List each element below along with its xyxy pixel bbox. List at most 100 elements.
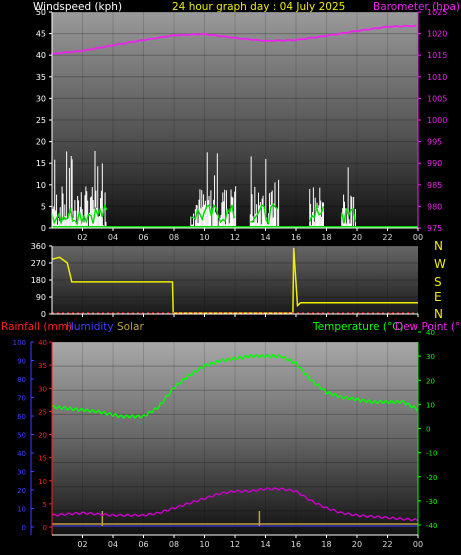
x-tick-label: 22 [382,540,392,549]
wind-average-line [190,203,235,224]
baro-tick-label: 1025 [427,8,447,17]
rain-tick-label: 10 [38,478,47,486]
x-tick-label: 20 [352,233,362,242]
direction-tick-label: 180 [31,276,46,285]
x-tick-label: 06 [138,233,148,242]
wind-direction-line [51,247,418,314]
direction-tick-label: 0 [41,310,46,319]
wind-tick-label: 20 [36,138,46,147]
humidity-tick-label: 60 [17,413,26,421]
barometer-line [51,24,417,55]
temp-tick-label: 10 [426,401,435,409]
barometer-title: Barometer (hpa) [373,1,460,13]
humidity-tick-label: 20 [17,487,26,495]
direction-axes: 0 90 180 270 360 [31,242,419,319]
wind-tick-label: 0 [41,224,46,233]
rain-tick-label: 20 [38,432,47,440]
compass-labels: N W S E N [434,239,446,321]
x-tick-label: 08 [169,540,179,549]
rain-tick-label: 30 [38,385,47,393]
wind-tick-label: 15 [36,159,46,168]
temp-tick-label: 40 [426,329,435,337]
temp-dew-rain-series [51,353,419,527]
baro-tick-label: 1020 [427,30,447,39]
baro-tick-label: 995 [427,138,442,147]
x-tick-label: 02 [77,233,87,242]
humidity-tick-label: 50 [17,432,26,440]
temp-tick-label: -10 [426,450,437,458]
humidity-tick-label: 70 [17,395,26,403]
humidity-tick-label: 10 [17,506,26,514]
compass-e: E [434,290,442,304]
humidity-tick-label: 30 [17,469,26,477]
wind-tick-label: 40 [36,51,46,60]
x-tick-label: 14 [260,540,270,549]
x-tick-label: 10 [199,233,209,242]
wind-tick-label: 50 [36,8,46,17]
x-tick-label: 16 [291,233,301,242]
temp-tick-label: -40 [426,522,437,530]
direction-tick-label: 360 [31,242,46,251]
x-tick-label: 04 [108,233,118,242]
rain-tick-label: 25 [38,408,47,416]
legend-solar: Solar [117,321,144,333]
rain-tick-label: 5 [43,501,47,509]
x-tick-label: 16 [291,540,301,549]
x-tick-label: 22 [382,233,392,242]
wind-average-line [341,207,357,224]
x-tick-label: 04 [108,540,118,549]
legend-humidity: Humidity [66,321,114,333]
x-tick-label: 18 [321,540,331,549]
wind-title: Windspeed (kph) [33,1,122,13]
wind-average-line [51,203,108,226]
legend-dewpoint: Dew Point (°C) [395,321,461,333]
baro-tick-label: 1005 [427,94,447,103]
x-tick-label: 06 [138,540,148,549]
wind-tick-label: 45 [36,30,46,39]
x-tick-label: 12 [230,233,240,242]
wind-direction-series [51,247,418,314]
baro-tick-label: 1000 [427,116,447,125]
x-tick-label: 14 [260,233,270,242]
direction-tick-label: 90 [36,293,46,302]
legend-temperature: Temperature (°C) [312,321,404,333]
compass-s: S [434,275,442,289]
x-tick-label: 00 [413,540,423,549]
x-tick-label: 12 [230,540,240,549]
temperature-line [51,353,419,419]
baro-tick-label: 990 [427,159,442,168]
x-tick-label: 00 [413,233,423,242]
wind-tick-label: 10 [36,181,46,190]
baro-tick-label: 1015 [427,51,447,60]
direction-tick-label: 270 [31,259,46,268]
humidity-tick-label: 80 [17,376,26,384]
wind-speed-series [51,150,418,228]
wind-baro-grid [52,11,418,229]
baro-tick-label: 980 [427,202,442,211]
temp-tick-label: 0 [426,426,430,434]
wind-tick-label: 35 [36,73,46,82]
wind-average-line [250,203,279,226]
period-title: 24 hour graph day : 04 July 2025 [172,1,345,13]
rain-tick-label: 40 [38,339,47,347]
barometer-series [51,24,417,55]
compass-n-bottom: N [434,307,443,321]
x-tick-label: 02 [77,540,87,549]
baro-tick-label: 985 [427,181,442,190]
legend-rainfall: Rainfall (mm) [1,321,72,333]
rain-tick-label: 15 [38,455,47,463]
compass-w: W [434,257,446,271]
x-tick-label: 10 [199,540,209,549]
rain-tick-label: 35 [38,362,47,370]
dewpoint-line [51,487,419,522]
temp-tick-label: -30 [426,498,437,506]
humidity-tick-label: 40 [17,450,26,458]
wind-tick-label: 25 [36,116,46,125]
humidity-tick-label: 0 [22,524,26,532]
baro-tick-label: 975 [427,224,442,233]
x-tick-label: 20 [352,540,362,549]
temp-tick-label: -20 [426,474,437,482]
wind-tick-label: 5 [41,202,46,211]
wind-tick-label: 30 [36,94,46,103]
